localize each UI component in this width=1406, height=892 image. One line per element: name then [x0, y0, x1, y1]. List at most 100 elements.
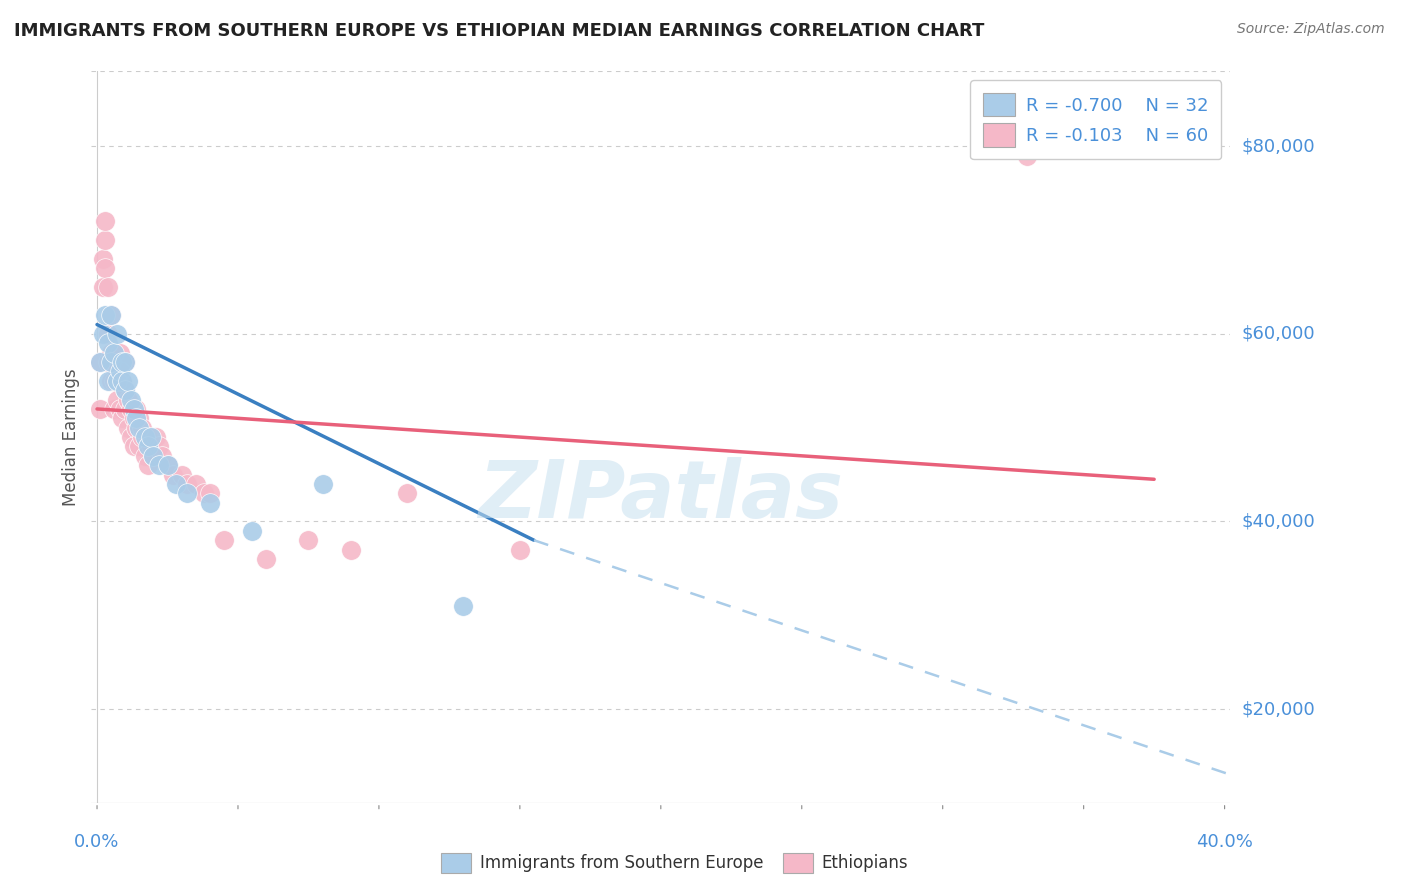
Point: [105, 392, 128, 407]
Point: [156, 458, 179, 473]
Point: [131, 420, 153, 434]
Text: $80,000: $80,000: [1241, 137, 1315, 155]
Point: [136, 440, 159, 454]
Point: [134, 449, 156, 463]
Text: $60,000: $60,000: [1241, 325, 1315, 343]
Point: [91, 326, 114, 341]
Point: [136, 430, 159, 444]
Point: [111, 374, 134, 388]
Point: [97, 374, 120, 388]
Point: [142, 449, 165, 463]
Point: [105, 374, 128, 388]
Point: [156, 458, 179, 473]
Point: [125, 401, 148, 416]
Point: [162, 467, 184, 482]
Point: [108, 374, 131, 388]
Point: [131, 430, 153, 444]
Point: [100, 308, 122, 322]
Point: [1017, 149, 1039, 163]
Point: [111, 355, 134, 369]
Legend: R = -0.700    N = 32, R = -0.103    N = 60: R = -0.700 N = 32, R = -0.103 N = 60: [970, 80, 1222, 160]
Point: [117, 420, 139, 434]
Text: $40,000: $40,000: [1241, 513, 1315, 531]
Point: [100, 308, 122, 322]
Point: [122, 401, 145, 416]
Point: [89, 355, 111, 369]
Text: ZIPatlas: ZIPatlas: [478, 457, 844, 534]
Point: [120, 430, 142, 444]
Legend: Immigrants from Southern Europe, Ethiopians: Immigrants from Southern Europe, Ethiopi…: [434, 847, 915, 880]
Point: [170, 467, 193, 482]
Point: [108, 364, 131, 378]
Point: [117, 392, 139, 407]
Point: [91, 252, 114, 266]
Point: [128, 411, 150, 425]
Point: [114, 401, 136, 416]
Point: [94, 233, 117, 247]
Text: IMMIGRANTS FROM SOUTHERN EUROPE VS ETHIOPIAN MEDIAN EARNINGS CORRELATION CHART: IMMIGRANTS FROM SOUTHERN EUROPE VS ETHIO…: [14, 22, 984, 40]
Point: [97, 336, 120, 351]
Point: [136, 458, 159, 473]
Point: [176, 486, 198, 500]
Point: [100, 355, 122, 369]
Point: [198, 496, 221, 510]
Point: [145, 430, 167, 444]
Point: [125, 411, 148, 425]
Point: [198, 486, 221, 500]
Point: [105, 326, 128, 341]
Point: [108, 401, 131, 416]
Point: [103, 374, 125, 388]
Point: [311, 477, 333, 491]
Point: [122, 440, 145, 454]
Point: [94, 308, 117, 322]
Point: [103, 345, 125, 359]
Point: [97, 355, 120, 369]
Point: [100, 374, 122, 388]
Point: [254, 552, 277, 566]
Point: [105, 364, 128, 378]
Point: [509, 542, 531, 557]
Point: [103, 345, 125, 359]
Point: [128, 440, 150, 454]
Point: [120, 401, 142, 416]
Point: [165, 477, 187, 491]
Point: [148, 458, 170, 473]
Point: [176, 477, 198, 491]
Point: [94, 261, 117, 276]
Point: [114, 383, 136, 397]
Point: [150, 449, 173, 463]
Point: [117, 374, 139, 388]
Point: [97, 326, 120, 341]
Point: [128, 420, 150, 434]
Point: [103, 401, 125, 416]
Point: [114, 383, 136, 397]
Point: [125, 420, 148, 434]
Point: [94, 214, 117, 228]
Point: [100, 345, 122, 359]
Point: [122, 411, 145, 425]
Point: [297, 533, 319, 548]
Point: [114, 355, 136, 369]
Point: [91, 280, 114, 294]
Text: $20,000: $20,000: [1241, 700, 1315, 718]
Point: [339, 542, 361, 557]
Point: [89, 401, 111, 416]
Point: [142, 449, 165, 463]
Text: Source: ZipAtlas.com: Source: ZipAtlas.com: [1237, 22, 1385, 37]
Point: [453, 599, 475, 613]
Point: [111, 374, 134, 388]
Y-axis label: Median Earnings: Median Earnings: [62, 368, 80, 506]
Text: 0.0%: 0.0%: [75, 833, 120, 851]
Point: [139, 440, 162, 454]
Point: [139, 430, 162, 444]
Point: [184, 477, 207, 491]
Point: [193, 486, 215, 500]
Point: [120, 392, 142, 407]
Point: [240, 524, 263, 538]
Point: [148, 440, 170, 454]
Point: [396, 486, 419, 500]
Text: 40.0%: 40.0%: [1197, 833, 1253, 851]
Point: [134, 430, 156, 444]
Point: [111, 411, 134, 425]
Point: [89, 355, 111, 369]
